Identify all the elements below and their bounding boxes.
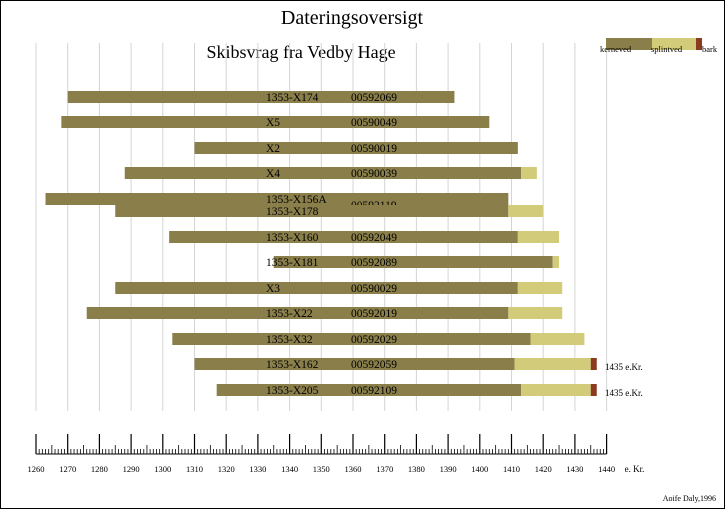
heartwood-bar [67, 91, 455, 103]
heartwood-bar [216, 384, 522, 396]
x-tick-label: 1350 [313, 464, 330, 474]
heartwood-bar [172, 333, 531, 345]
bar-group: X5 00590049 [61, 116, 490, 129]
x-tick-label: 1410 [503, 464, 520, 474]
bar-code-label: 00592109 [351, 385, 397, 397]
bar-code-label: 00590029 [351, 283, 397, 295]
bar-group: 1353-X32 00592029 [172, 333, 585, 346]
heartwood-bar [86, 307, 509, 319]
x-tick-label: 1280 [91, 464, 108, 474]
sapwood-bar [508, 307, 563, 319]
x-tick-label: 1270 [59, 464, 76, 474]
bar-name-label: 1353-X32 [266, 334, 313, 346]
bar-code-label: 00590049 [351, 117, 397, 129]
bar-code-label: 00592069 [351, 92, 397, 104]
bar-group: 1353-X178 [115, 205, 544, 218]
x-tick-label: 1290 [123, 464, 140, 474]
heartwood-bar [45, 193, 509, 205]
bark-bar [590, 358, 597, 370]
sapwood-bar [517, 282, 563, 294]
bar-code-label: 00592059 [351, 359, 397, 371]
heartwood-bar [194, 358, 515, 370]
legend-bark-label: bark [702, 44, 718, 54]
bar-code-label: 00592029 [351, 334, 397, 346]
heartwood-bar [115, 282, 518, 294]
bar-group: 1353-X174 00592069 [67, 91, 455, 104]
heartwood-bar [169, 231, 518, 243]
legend-sapwood-label: splintved [651, 44, 683, 54]
legend-heartwood-label: kerneved [600, 44, 632, 54]
bar-name-label: 1353-X174 [266, 92, 319, 104]
sapwood-bar [552, 256, 560, 268]
bar-group: 1353-X22 00592019 [86, 307, 563, 320]
x-tick-label: 1370 [376, 464, 393, 474]
x-tick-label: 1440 [598, 464, 615, 474]
bar-name-label: X5 [266, 117, 280, 129]
x-tick-label: 1360 [345, 464, 362, 474]
x-tick-label: 1420 [535, 464, 552, 474]
bar-name-label: 1353-X205 [266, 385, 319, 397]
bars: 1353-X174 00592069 X5 00590049 X2 00590019 X4 0… [45, 91, 643, 398]
x-tick-label: 1300 [154, 464, 171, 474]
x-tick-label: 1320 [218, 464, 235, 474]
x-tick-label: 1380 [408, 464, 425, 474]
x-tick-label: 1330 [249, 464, 266, 474]
legend-heartwood-swatch [606, 38, 652, 50]
heartwood-bar [115, 205, 509, 217]
bar-name-label: 1353-X181 [266, 257, 319, 269]
credit-label: Aoife Daly,1996 [663, 494, 716, 503]
x-tick-label: 1340 [281, 464, 298, 474]
sapwood-bar [517, 231, 560, 243]
bar-name-label: 1353-X162 [266, 359, 319, 371]
bar-name-label: X3 [266, 283, 280, 295]
bar-name-label: 1353-X160 [266, 232, 319, 244]
sapwood-bar [530, 333, 585, 345]
bar-group: 1353-X162 00592059 1435 e.Kr. [194, 358, 643, 372]
bar-name-label: X4 [266, 168, 280, 180]
legend: kerneved splintved bark [600, 38, 718, 54]
x-tick-label: 1430 [566, 464, 583, 474]
legend-sapwood-swatch [652, 38, 696, 50]
heartwood-bar [61, 116, 490, 128]
legend-bark-swatch [696, 38, 702, 50]
sapwood-bar [521, 384, 591, 396]
bark-bar [590, 384, 597, 396]
bar-name-label: 1353-X22 [266, 308, 313, 320]
bar-code-label: 00590019 [351, 143, 397, 155]
bar-group: 1353-X181 00592089 [266, 256, 560, 269]
x-tick-label: 1310 [186, 464, 203, 474]
x-tick-label: 1400 [471, 464, 488, 474]
bar-name-label: 1353-X178 [266, 206, 319, 218]
bar-code-label: 00592089 [351, 257, 397, 269]
bar-group: 1353-X160 00592049 [169, 231, 560, 244]
bar-group: X2 00590019 [194, 142, 518, 155]
bar-name-label: 1353-X156A [266, 194, 327, 206]
bar-code-label: 00592019 [351, 308, 397, 320]
sapwood-bar [521, 167, 537, 179]
x-tick-label: 1390 [440, 464, 457, 474]
chart-subtitle: Skibsvrag fra Vedby Hage [206, 42, 395, 62]
bar-group: 1353-X205 00592109 1435 e.Kr. [216, 384, 643, 398]
sapwood-bar [508, 205, 544, 217]
bar-group: X3 00590029 [115, 282, 563, 295]
heartwood-bar [124, 167, 522, 179]
felling-date-label: 1435 e.Kr. [605, 362, 643, 372]
x-tick-label: 1260 [28, 464, 45, 474]
gridlines [35, 43, 608, 411]
bar-code-label: 00590039 [351, 168, 397, 180]
sapwood-bar [514, 358, 591, 370]
heartwood-bar [194, 142, 518, 154]
bar-group: X4 00590039 [124, 167, 537, 180]
bar-name-label: X2 [266, 143, 280, 155]
chart-title: Dateringsoversigt [281, 7, 424, 29]
bar-code-label: 00592049 [351, 232, 397, 244]
felling-date-label: 1435 e.Kr. [605, 388, 643, 398]
x-unit-label: e. Kr. [625, 464, 645, 474]
x-axis: 1260 1270 1280 1290 1300 1310 1320 1330 1340 1350… [28, 434, 645, 474]
heartwood-bar [273, 256, 553, 268]
